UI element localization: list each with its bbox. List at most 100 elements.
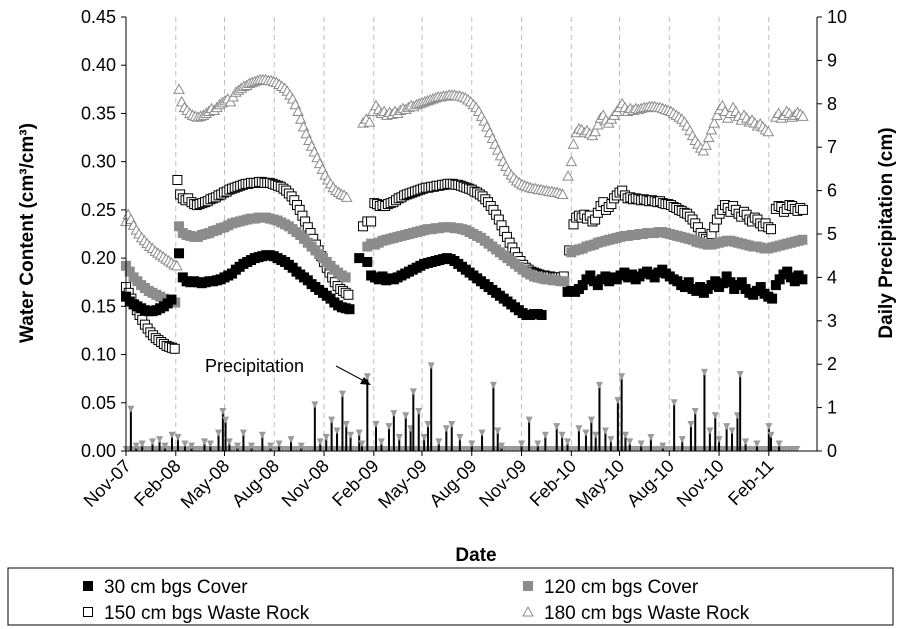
left-tick-label: 0.20 xyxy=(81,248,116,268)
data-point xyxy=(340,191,353,202)
precip-marker xyxy=(415,407,423,415)
data-point xyxy=(695,282,706,293)
precip-marker xyxy=(132,442,140,450)
precip-marker xyxy=(700,368,708,376)
precip-marker xyxy=(736,371,744,379)
precip-marker xyxy=(355,429,363,437)
precip-marker xyxy=(592,431,600,439)
data-point xyxy=(797,274,808,285)
precip-marker xyxy=(219,407,227,415)
precip-marker xyxy=(215,429,223,437)
right-tick-label: 3 xyxy=(827,311,837,331)
x-axis-title: Date xyxy=(455,545,496,566)
data-point xyxy=(169,343,180,354)
right-tick-label: 1 xyxy=(827,398,837,418)
annotation-arrow-head xyxy=(360,377,371,385)
precip-marker xyxy=(161,442,169,450)
right-axis-title: Daily Precipitation (cm) xyxy=(876,127,897,338)
legend-marker-2 xyxy=(83,607,93,617)
left-tick-label: 0.10 xyxy=(81,345,116,365)
left-tick-label: 0.40 xyxy=(81,55,116,75)
data-point xyxy=(797,110,809,121)
data-point xyxy=(770,280,781,291)
data-point xyxy=(736,277,747,288)
precip-marker xyxy=(478,429,486,437)
precipitation-annotation: Precipitation xyxy=(205,356,371,385)
left-tick-label: 0.00 xyxy=(81,441,116,461)
data-point xyxy=(766,224,777,235)
precip-marker xyxy=(525,416,533,424)
precip-marker xyxy=(456,433,464,441)
precip-marker xyxy=(395,433,403,441)
x-tick-label: May-09 xyxy=(374,456,431,513)
data-point xyxy=(683,277,694,288)
precip-marker xyxy=(728,427,736,435)
precip-marker xyxy=(621,431,629,439)
precip-marker xyxy=(715,436,723,444)
precip-marker xyxy=(498,442,506,450)
precip-marker xyxy=(358,440,366,448)
x-tick-label: Aug-08 xyxy=(228,456,283,511)
precip-marker xyxy=(723,423,731,431)
data-point xyxy=(536,310,547,321)
x-tick-label: May-10 xyxy=(572,456,629,513)
left-tick-label: 0.30 xyxy=(81,152,116,172)
precip-marker xyxy=(753,440,761,448)
left-tick-label: 0.25 xyxy=(81,200,116,220)
data-point xyxy=(577,280,588,291)
data-point xyxy=(710,276,721,287)
x-tick-label: Feb-09 xyxy=(328,456,382,510)
precip-marker xyxy=(647,433,655,441)
legend-label-1: 120 cm bgs Cover xyxy=(544,577,699,598)
precip-marker xyxy=(225,438,233,446)
precip-marker xyxy=(347,431,355,439)
precip-marker xyxy=(435,438,443,446)
x-tick-label: Feb-11 xyxy=(724,456,778,510)
data-point xyxy=(762,125,775,137)
data-point xyxy=(565,155,578,167)
precip-marker xyxy=(420,433,428,441)
data-point xyxy=(782,266,793,277)
data-point xyxy=(717,278,728,289)
x-tick-label: Feb-10 xyxy=(526,456,580,510)
precip-marker xyxy=(601,427,609,435)
data-point xyxy=(797,234,808,245)
data-point xyxy=(585,270,596,281)
precipitation-series xyxy=(122,362,801,452)
precip-marker xyxy=(575,425,583,433)
precip-marker xyxy=(553,423,561,431)
precip-marker xyxy=(595,381,603,389)
data-point xyxy=(700,139,712,150)
precip-marker xyxy=(287,436,295,444)
data-point xyxy=(354,253,365,264)
precip-marker xyxy=(518,440,526,448)
water-content-series xyxy=(120,73,809,354)
data-point xyxy=(294,113,307,124)
data-point xyxy=(172,174,183,185)
precip-marker xyxy=(181,440,189,448)
precip-marker xyxy=(587,416,595,424)
right-tick-label: 2 xyxy=(827,354,837,374)
precip-marker xyxy=(156,436,164,444)
precip-marker xyxy=(206,440,214,448)
precip-marker xyxy=(138,440,146,448)
precip-marker xyxy=(390,410,398,418)
x-tick-label: Nov-08 xyxy=(278,456,333,511)
series-3 xyxy=(120,73,809,271)
data-point xyxy=(797,204,808,215)
data-point xyxy=(124,266,135,277)
right-tick-label: 0 xyxy=(827,441,837,461)
precip-marker xyxy=(767,431,775,439)
precip-marker xyxy=(363,373,371,381)
legend-box xyxy=(7,567,894,626)
legend-label-2: 150 cm bgs Waste Rock xyxy=(104,603,310,624)
precip-marker xyxy=(424,420,432,428)
precip-zero-marker xyxy=(793,446,801,452)
series-1 xyxy=(121,212,808,308)
precip-marker xyxy=(494,427,502,435)
data-point xyxy=(343,289,354,300)
x-tick-label: Nov-10 xyxy=(673,456,728,511)
precip-marker xyxy=(342,420,350,428)
data-point xyxy=(697,145,710,156)
precip-marker xyxy=(322,433,330,441)
